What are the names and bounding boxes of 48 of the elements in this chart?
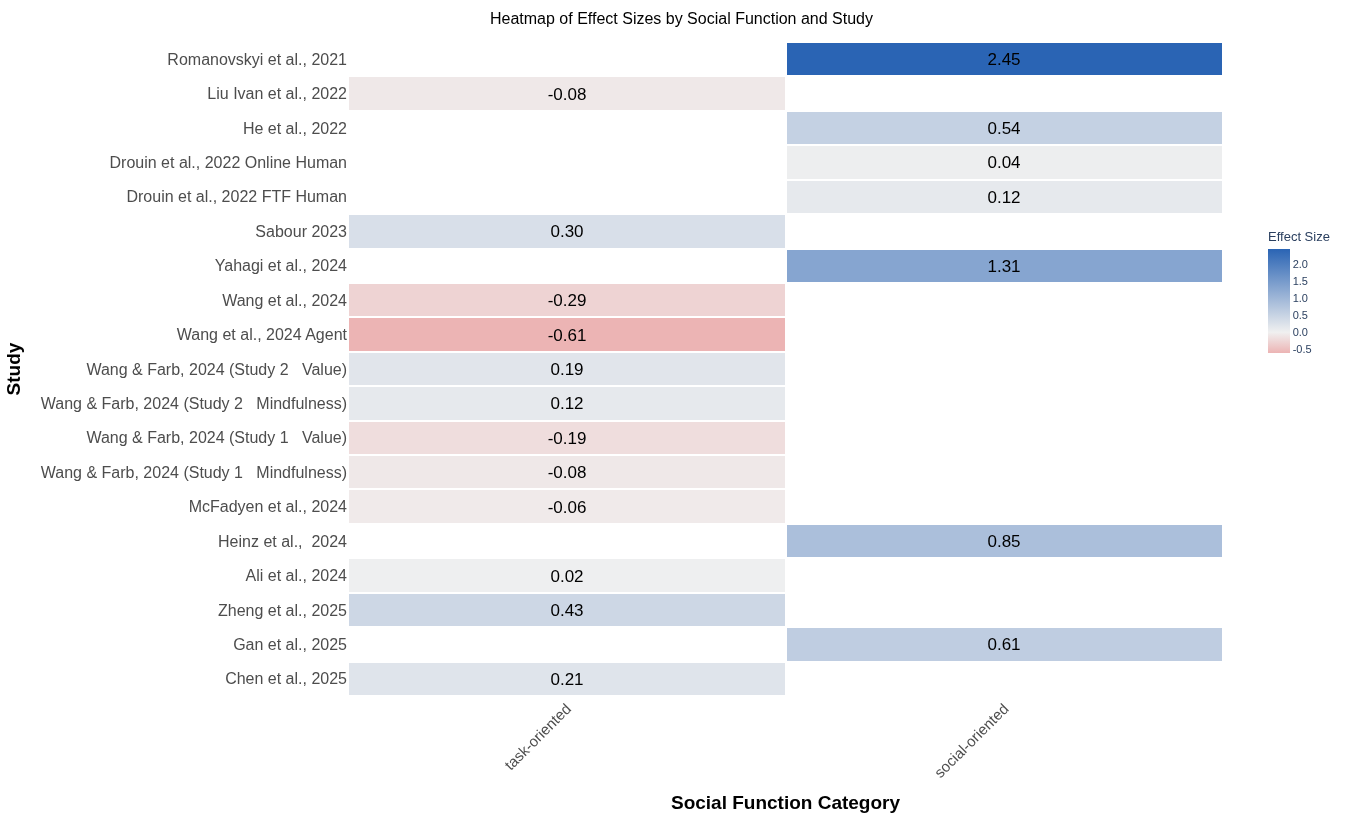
data-label: 0.02 (550, 566, 584, 586)
data-label: 0.61 (987, 634, 1021, 654)
y-tick-label: Drouin et al., 2022 FTF Human (126, 188, 347, 206)
color-bar-label: 1.5 (1292, 274, 1308, 287)
y-tick-label: Gan et al., 2025 (233, 635, 348, 653)
y-tick-label: Romanovskyi et al., 2021 (167, 50, 348, 68)
data-label: 0.43 (550, 600, 584, 620)
y-tick-label: Yahagi et al., 2024 (214, 257, 348, 275)
data-label: 0.04 (987, 152, 1021, 172)
data-label: 0.85 (987, 531, 1021, 551)
y-tick-label: Ali et al., 2024 (245, 567, 348, 585)
chart-title: Heatmap of Effect Sizes by Social Function and Study (489, 9, 874, 27)
data-label: 0.12 (987, 187, 1021, 207)
data-label: 2.45 (987, 49, 1021, 69)
y-axis-title: Study (2, 342, 24, 396)
color-bar-label: -0.5 (1292, 342, 1312, 355)
data-label: -0.61 (547, 325, 587, 345)
color-bar-label: 1.0 (1292, 291, 1308, 304)
y-tick-label: Wang et al., 2024 Agent (176, 326, 348, 344)
y-tick-label: Wang & Farb, 2024 (Study 1 Value) (86, 429, 347, 447)
y-tick-label: Sabour 2023 (255, 222, 348, 240)
data-label: -0.19 (547, 428, 587, 448)
y-tick-label: Wang & Farb, 2024 (Study 2 Value) (86, 360, 347, 378)
data-label: 0.19 (550, 359, 584, 379)
data-label: 0.12 (550, 393, 584, 413)
y-tick-label: He et al., 2022 (242, 119, 348, 137)
data-label: 0.30 (550, 221, 584, 241)
data-label: -0.06 (547, 497, 587, 517)
data-label: 0.21 (550, 669, 584, 689)
y-tick-label: Heinz et al., 2024 (218, 532, 348, 550)
y-tick-label: Zheng et al., 2025 (218, 601, 348, 619)
color-bar-label: 0.5 (1292, 308, 1308, 321)
y-tick-label: Wang & Farb, 2024 (Study 1 Mindfulness) (40, 463, 347, 481)
y-tick-label: McFadyen et al., 2024 (188, 498, 348, 516)
color-bar-label: 2.0 (1292, 257, 1308, 270)
x-axis-title: Social Function Category (670, 791, 901, 813)
y-tick-label: Chen et al., 2025 (225, 670, 348, 688)
color-bar-title: Effect Size (1268, 229, 1330, 245)
y-tick-label: Wang et al., 2024 (222, 291, 348, 309)
y-tick-label: Drouin et al., 2022 Online Human (109, 154, 347, 172)
y-tick-label: Wang & Farb, 2024 (Study 2 Mindfulness) (40, 395, 347, 413)
data-label: 0.54 (987, 118, 1021, 138)
data-label: 1.31 (987, 256, 1021, 276)
data-label: -0.08 (547, 84, 587, 104)
data-label: -0.29 (547, 290, 587, 310)
color-bar-label: 0.0 (1292, 325, 1308, 338)
data-label: -0.08 (547, 462, 587, 482)
y-tick-label: Liu Ivan et al., 2022 (207, 85, 348, 103)
